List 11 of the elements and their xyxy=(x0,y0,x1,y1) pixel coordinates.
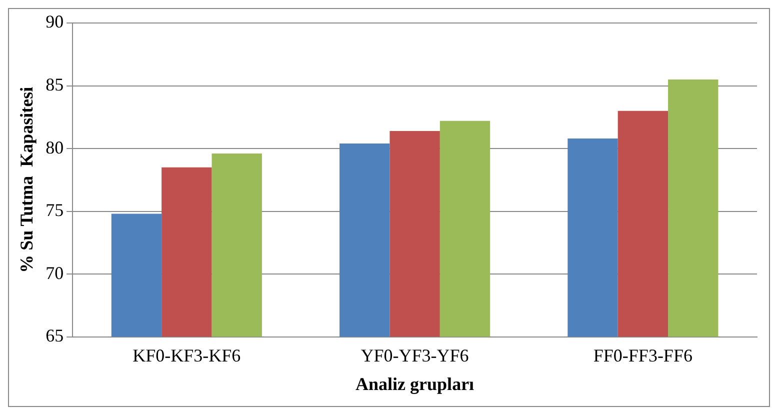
y-tick-label: 85 xyxy=(46,74,64,94)
y-tick-label: 90 xyxy=(46,12,64,32)
y-tick-label: 65 xyxy=(46,326,64,346)
x-tick-label: YF0-YF3-YF6 xyxy=(360,345,469,366)
y-tick-label: 75 xyxy=(46,200,64,220)
y-tick-label: 70 xyxy=(46,262,64,283)
y-axis-title: % Su Tutma Kapasitesi xyxy=(16,86,36,273)
x-tick-label: FF0-FF3-FF6 xyxy=(593,345,692,366)
x-tick-label: KF0-KF3-KF6 xyxy=(132,345,241,366)
x-axis-title: Analiz grupları xyxy=(356,374,474,394)
y-tick-label: 80 xyxy=(46,137,64,158)
